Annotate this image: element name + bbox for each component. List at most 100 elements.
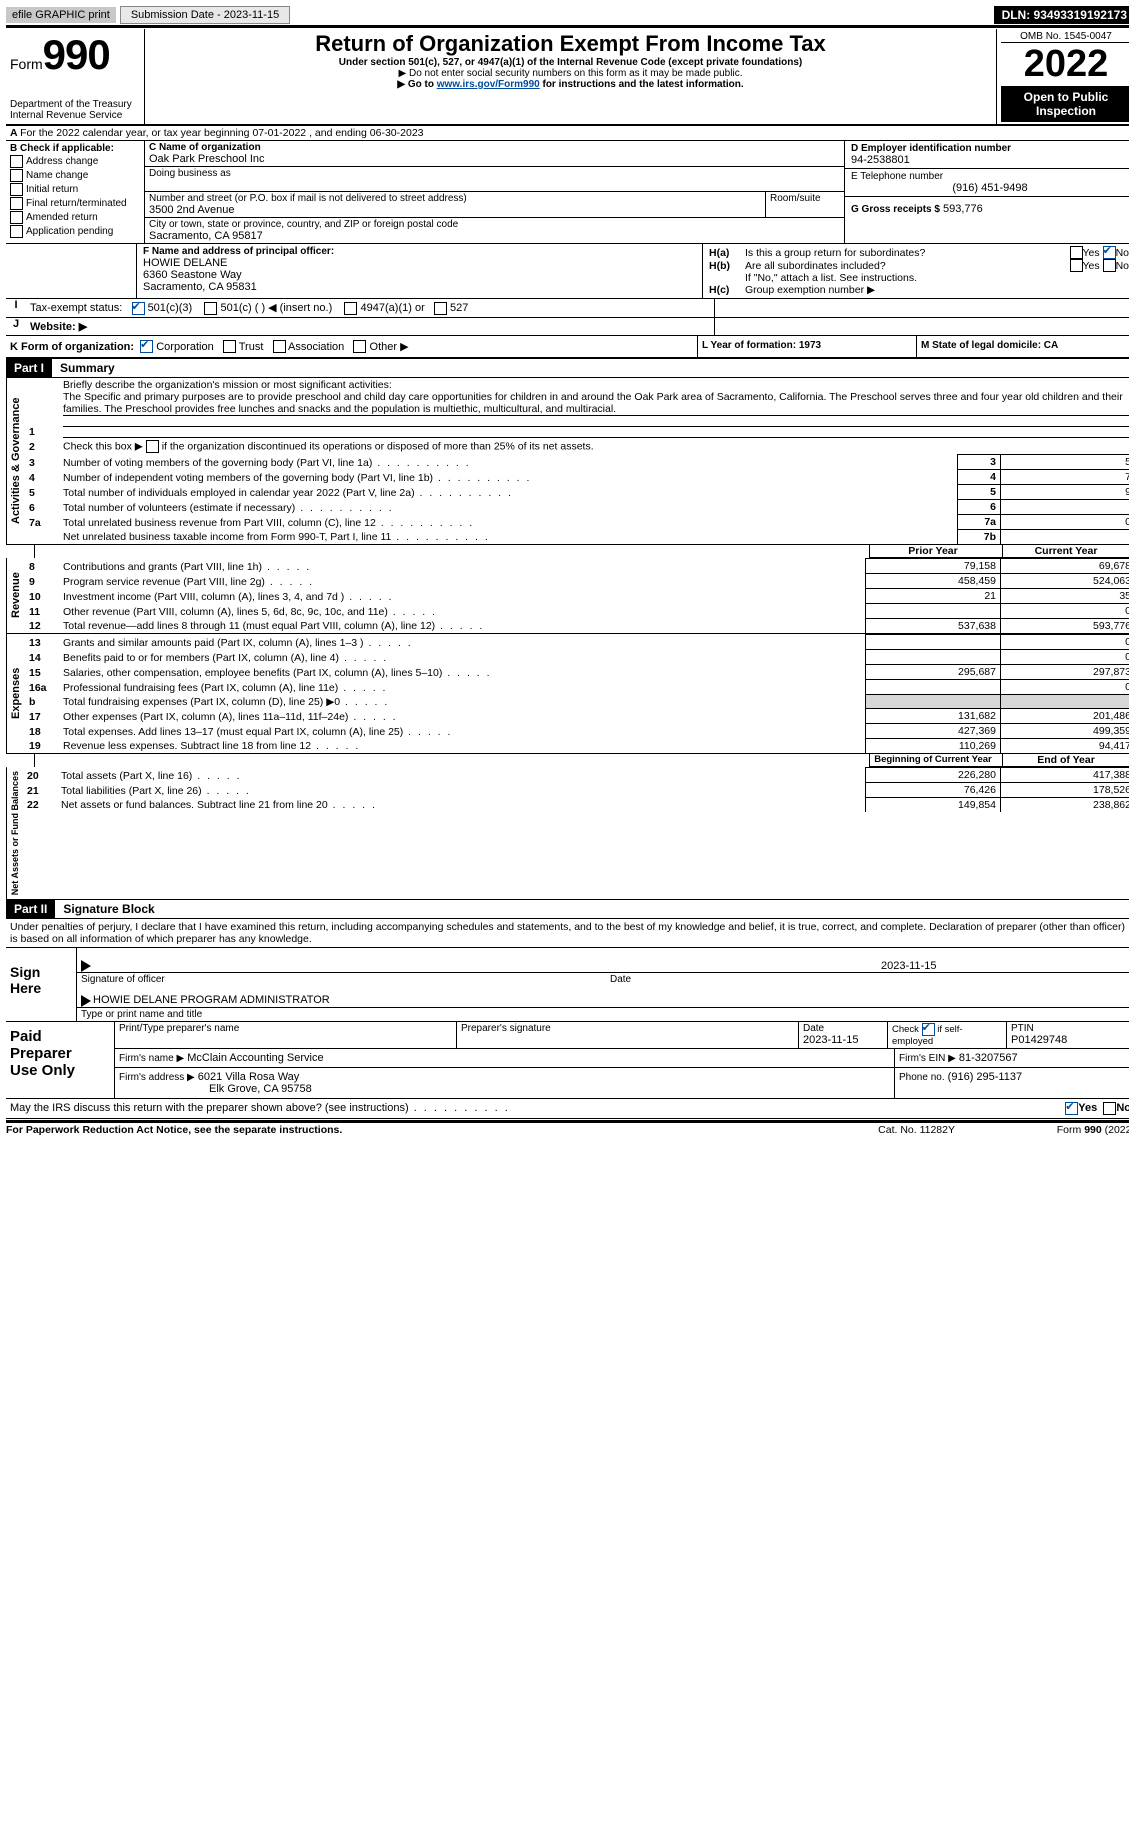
line-text: Revenue less expenses. Subtract line 18 … — [59, 739, 866, 754]
m-state: M State of legal domicile: CA — [916, 336, 1129, 358]
chk-initial-return[interactable] — [10, 183, 23, 196]
prior-value: 21 — [866, 589, 1001, 604]
current-value: 201,486 — [1001, 709, 1129, 724]
line-text: Total assets (Part X, line 16) — [57, 768, 866, 783]
chk-app-pending[interactable] — [10, 225, 23, 238]
firm-phone-label: Phone no. — [899, 1072, 945, 1083]
footer-left: For Paperwork Reduction Act Notice, see … — [6, 1124, 878, 1136]
line-num: 17 — [25, 709, 59, 724]
irs-link[interactable]: www.irs.gov/Form990 — [437, 79, 540, 90]
chk-527[interactable] — [434, 302, 447, 315]
form-word: Form — [10, 56, 43, 72]
line-num: 14 — [25, 650, 59, 665]
org-name: Oak Park Preschool Inc — [149, 153, 840, 165]
line-text: Total number of individuals employed in … — [59, 485, 958, 500]
chk-ha-no[interactable] — [1103, 246, 1116, 259]
phone: (916) 451-9498 — [851, 182, 1129, 194]
j-letter: J — [6, 318, 26, 335]
chk-hb-yes[interactable] — [1070, 259, 1083, 272]
ptin: P01429748 — [1011, 1034, 1129, 1046]
ptin-label: PTIN — [1011, 1023, 1129, 1034]
line-text: Number of voting members of the governin… — [59, 455, 958, 470]
ha-label: H(a) — [709, 247, 745, 259]
section-b: B Check if applicable: Address change Na… — [6, 141, 145, 243]
prior-value — [866, 680, 1001, 695]
chk-other[interactable] — [353, 340, 366, 353]
prior-value: 76,426 — [866, 783, 1001, 798]
sig-officer-label: Signature of officer — [77, 972, 606, 986]
lbl-address-change: Address change — [26, 156, 98, 167]
hb-note: If "No," attach a list. See instructions… — [709, 272, 1129, 284]
dba-label: Doing business as — [149, 168, 840, 179]
chk-hb-no[interactable] — [1103, 259, 1116, 272]
chk-4947[interactable] — [344, 302, 357, 315]
line-text: Total fundraising expenses (Part IX, col… — [59, 695, 866, 709]
chk-corp[interactable] — [140, 340, 153, 353]
chk-discuss-yes[interactable] — [1065, 1102, 1078, 1115]
firm-ein-label: Firm's EIN ▶ — [899, 1053, 956, 1064]
line-text: Benefits paid to or for members (Part IX… — [59, 650, 866, 665]
hc-label: H(c) — [709, 284, 745, 296]
sig-date-label: Date — [606, 972, 1129, 986]
chk-assoc[interactable] — [273, 340, 286, 353]
submission-date-button[interactable]: Submission Date - 2023-11-15 — [120, 6, 290, 24]
q2-pre: Check this box ▶ — [63, 440, 146, 452]
line-num: 5 — [25, 485, 59, 500]
chk-501c3[interactable] — [132, 302, 145, 315]
chk-name-change[interactable] — [10, 169, 23, 182]
prior-value: 149,854 — [866, 798, 1001, 813]
prior-value: 226,280 — [866, 768, 1001, 783]
line-num: 19 — [25, 739, 59, 754]
firm-addr1: 6021 Villa Rosa Way — [198, 1071, 300, 1083]
dln-label: DLN: 93493319192173 — [994, 6, 1129, 24]
line-text: Total number of volunteers (estimate if … — [59, 500, 958, 515]
b-label: B Check if applicable: — [10, 143, 140, 154]
prior-value — [866, 635, 1001, 650]
chk-501c[interactable] — [204, 302, 217, 315]
lbl-initial-return: Initial return — [26, 184, 78, 195]
line-num: 6 — [25, 500, 59, 515]
chk-trust[interactable] — [223, 340, 236, 353]
lbl-other: Other ▶ — [370, 341, 409, 353]
f-label: F Name and address of principal officer: — [143, 246, 696, 257]
line-value: 5 — [1001, 455, 1129, 470]
chk-discontinued[interactable] — [146, 440, 159, 453]
chk-address-change[interactable] — [10, 155, 23, 168]
section-f: F Name and address of principal officer:… — [137, 244, 703, 298]
current-value: 0 — [1001, 650, 1129, 665]
chk-final-return[interactable] — [10, 197, 23, 210]
lbl-final-return: Final return/terminated — [26, 198, 127, 209]
line-text: Salaries, other compensation, employee b… — [59, 665, 866, 680]
hdr-current: Current Year — [1002, 545, 1129, 558]
chk-ha-yes[interactable] — [1070, 246, 1083, 259]
line-num: 9 — [25, 574, 59, 589]
omb-number: OMB No. 1545-0047 — [1001, 31, 1129, 43]
line-text: Investment income (Part VIII, column (A)… — [59, 589, 866, 604]
line-text: Total liabilities (Part X, line 26) — [57, 783, 866, 798]
room-label: Room/suite — [766, 192, 844, 217]
current-value: 524,063 — [1001, 574, 1129, 589]
line-num: 8 — [25, 559, 59, 574]
line-num: 11 — [25, 604, 59, 619]
line-text: Contributions and grants (Part VIII, lin… — [59, 559, 866, 574]
current-value — [1001, 695, 1129, 709]
q1: Briefly describe the organization's miss… — [63, 379, 392, 391]
line-num: 22 — [23, 798, 57, 813]
chk-self-employed[interactable] — [922, 1023, 935, 1036]
city: Sacramento, CA 95817 — [149, 230, 840, 242]
line-num: 20 — [23, 768, 57, 783]
chk-discuss-no[interactable] — [1103, 1102, 1116, 1115]
discuss-question: May the IRS discuss this return with the… — [10, 1102, 1065, 1115]
hb-yes: Yes — [1083, 260, 1100, 272]
current-value: 35 — [1001, 589, 1129, 604]
line-value — [1001, 500, 1129, 515]
line-num: 3 — [25, 455, 59, 470]
line-a-text: For the 2022 calendar year, or tax year … — [20, 127, 423, 139]
line-text: Number of independent voting members of … — [59, 470, 958, 485]
declaration: Under penalties of perjury, I declare th… — [6, 919, 1129, 947]
g-label: G Gross receipts $ — [851, 204, 940, 215]
l-year: L Year of formation: 1973 — [697, 336, 916, 358]
line-a: A For the 2022 calendar year, or tax yea… — [6, 125, 1129, 141]
line-text: Total revenue—add lines 8 through 11 (mu… — [59, 619, 866, 634]
chk-amended[interactable] — [10, 211, 23, 224]
